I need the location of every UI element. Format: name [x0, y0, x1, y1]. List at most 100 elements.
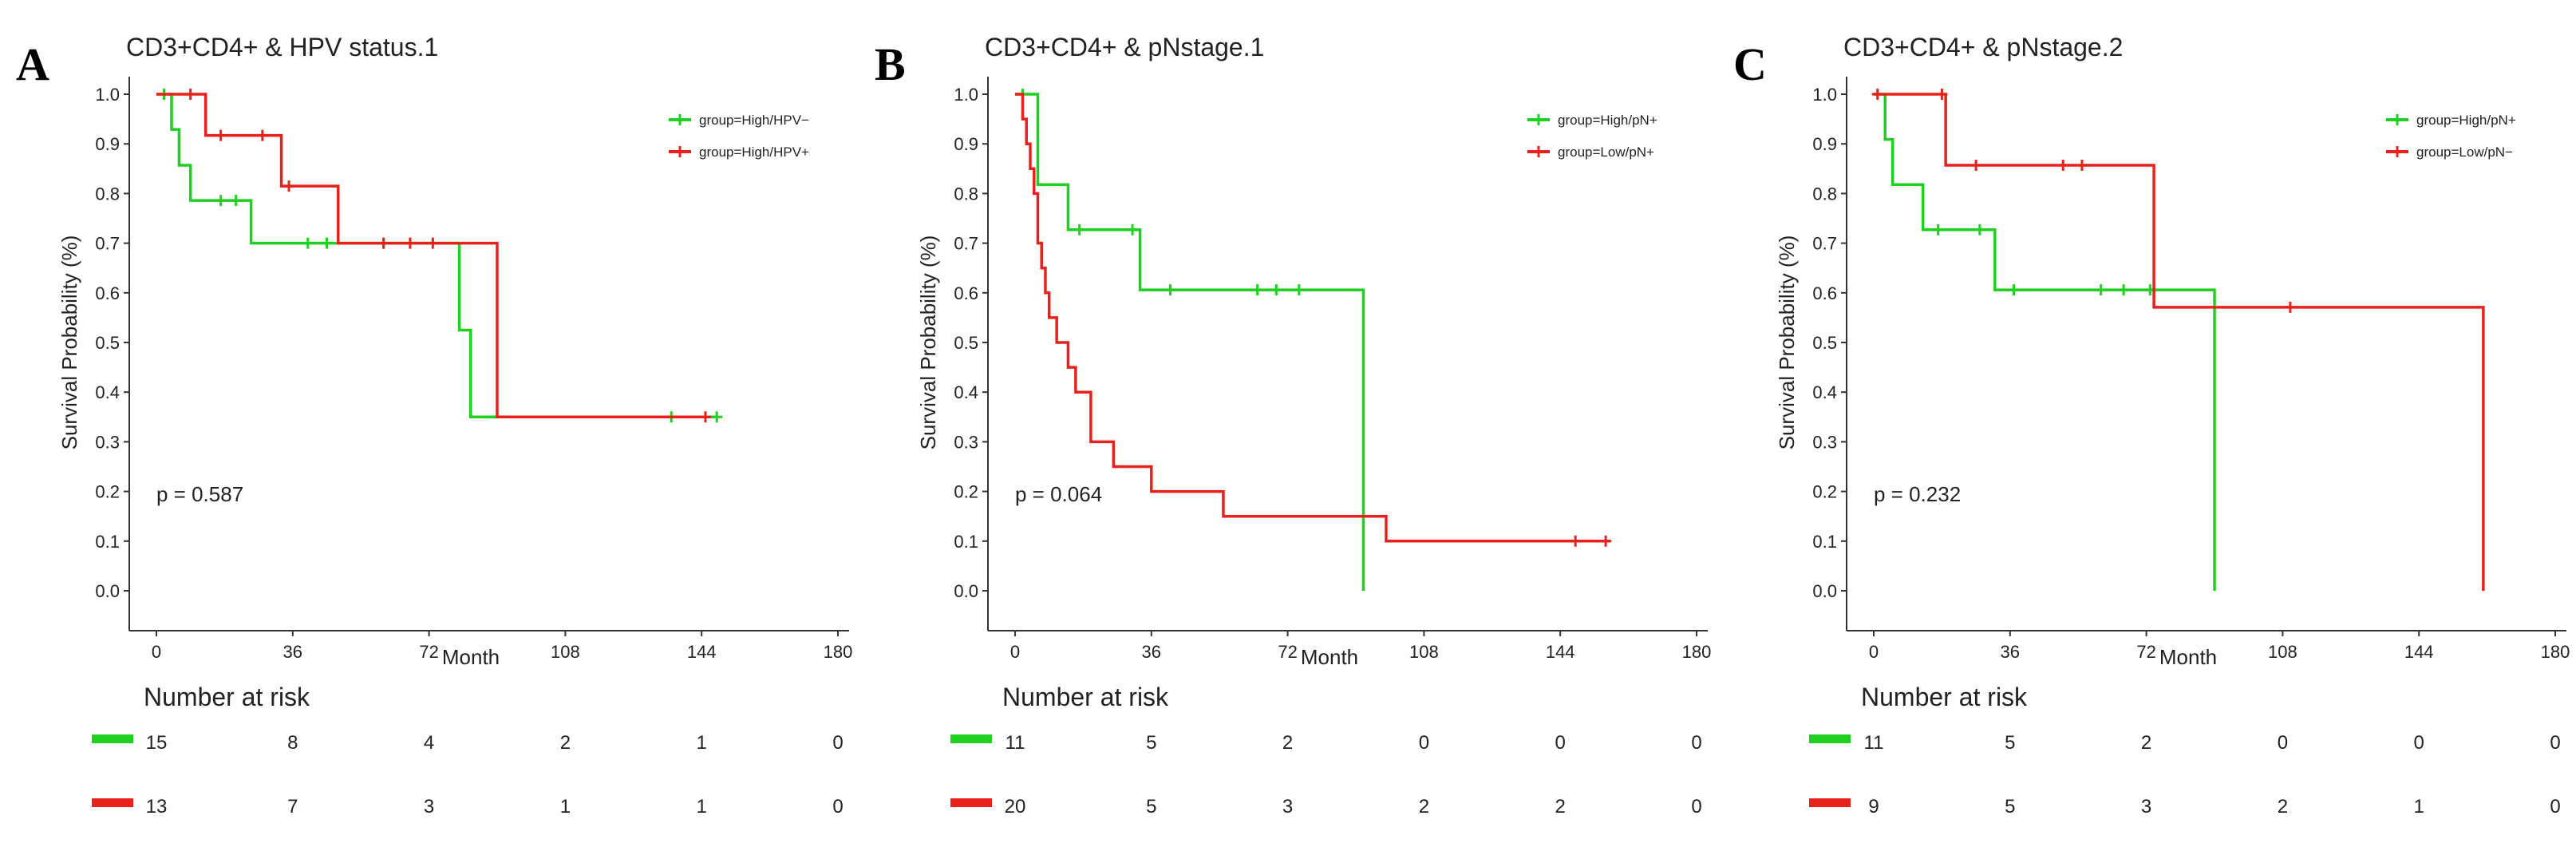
x-tick-label: 36 — [283, 642, 302, 662]
risk-count: 0 — [1691, 796, 1701, 817]
series-red — [1871, 89, 2485, 591]
x-tick-label: 144 — [687, 642, 717, 662]
y-tick-label: 0.1 — [1812, 532, 1837, 552]
p-value-label: p = 0.064 — [1015, 482, 1102, 506]
risk-table-title: Number at risk — [144, 683, 310, 711]
y-axis-title: Survival Probability (%) — [1775, 236, 1799, 450]
p-value-label: p = 0.232 — [1874, 482, 1961, 506]
risk-count: 11 — [1006, 732, 1025, 754]
censor-mark — [1973, 224, 1985, 236]
censor-mark — [377, 237, 389, 249]
y-tick-label: 0.5 — [1812, 333, 1837, 353]
x-tick-label: 180 — [2541, 642, 2570, 662]
risk-count: 7 — [287, 796, 298, 817]
censor-mark — [283, 180, 295, 192]
x-tick-label: 36 — [2001, 642, 2020, 662]
censor-mark — [230, 195, 242, 207]
risk-row-swatch — [92, 798, 133, 807]
risk-row-swatch — [950, 798, 992, 807]
risk-row-swatch — [92, 734, 133, 743]
legend-entry: group=High/pN+ — [2416, 113, 2516, 128]
survival-curve — [1015, 93, 1610, 543]
risk-count: 8 — [287, 732, 298, 754]
risk-count: 1 — [560, 796, 571, 817]
x-tick-label: 0 — [1869, 642, 1879, 662]
x-axis-title: Month — [2159, 645, 2217, 669]
x-tick-label: 72 — [1278, 642, 1297, 662]
chart-title: CD3+CD4+ & HPV status.1 — [126, 33, 438, 61]
censor-mark — [1127, 224, 1139, 236]
legend-entry: group=Low/pN− — [2416, 144, 2513, 160]
y-tick-label: 0.5 — [95, 333, 120, 353]
censor-mark — [302, 237, 314, 249]
risk-row-swatch — [1809, 798, 1851, 807]
censor-mark — [215, 195, 227, 207]
censor-mark — [2057, 159, 2069, 171]
risk-row-swatch — [950, 734, 992, 743]
survival-curve — [1874, 93, 2216, 591]
y-tick-label: 0.6 — [954, 283, 978, 303]
censor-mark — [1970, 159, 1982, 171]
panel-a: A CD3+CD4+ & HPV status.1 0.0 0.1 0.2 0.3 0.4 0… — [0, 0, 859, 863]
y-tick-label: 0.4 — [1812, 382, 1837, 402]
risk-count: 0 — [1691, 732, 1701, 754]
y-tick-label: 0.7 — [1812, 234, 1837, 254]
x-tick-label: 108 — [551, 642, 580, 662]
risk-count: 2 — [2141, 732, 2151, 754]
series-red — [156, 89, 711, 423]
y-tick-label: 0.1 — [954, 532, 978, 552]
censor-mark — [1871, 89, 1883, 100]
panel-c: C CD3+CD4+ & pNstage.2 0.0 0.1 0.2 0.3 0.4 0.5 0… — [1717, 0, 2576, 863]
panel-letter: B — [875, 38, 906, 90]
x-tick-label: 180 — [824, 642, 853, 662]
censor-mark — [404, 237, 416, 249]
km-chart-b: B CD3+CD4+ & pNstage.1 0.0 0.1 0.2 0.3 0.4 0.5 0… — [875, 33, 1711, 817]
risk-count: 1 — [697, 732, 707, 754]
y-tick-label: 0.3 — [95, 432, 120, 452]
y-tick-label: 0.2 — [954, 482, 978, 502]
y-tick-label: 1.0 — [954, 85, 978, 105]
y-tick-label: 0.3 — [954, 432, 978, 452]
risk-count: 9 — [1868, 796, 1879, 817]
risk-row-swatch — [1809, 734, 1851, 743]
censor-mark — [1251, 284, 1263, 296]
censor-mark — [215, 129, 227, 141]
censor-mark — [2118, 284, 2130, 296]
censor-mark — [699, 411, 711, 423]
risk-count: 2 — [1282, 732, 1293, 754]
legend-entry: group=Low/pN+ — [1558, 144, 1654, 160]
x-tick-label: 108 — [2268, 642, 2297, 662]
censor-mark — [184, 89, 196, 100]
survival-curve — [156, 93, 705, 419]
y-tick-label: 1.0 — [95, 85, 120, 105]
x-tick-label: 72 — [419, 642, 438, 662]
x-axis-title: Month — [1301, 645, 1358, 669]
risk-count: 1 — [697, 796, 707, 817]
y-tick-label: 0.5 — [954, 333, 978, 353]
x-tick-label: 72 — [2136, 642, 2155, 662]
chart-title: CD3+CD4+ & pNstage.2 — [1843, 33, 2123, 61]
y-tick-label: 0.7 — [95, 234, 120, 254]
risk-count: 0 — [832, 796, 843, 817]
risk-count: 0 — [2278, 732, 2288, 754]
risk-count: 0 — [832, 732, 843, 754]
risk-count: 5 — [2005, 796, 2015, 817]
censor-mark — [321, 237, 333, 249]
censor-mark — [1164, 284, 1176, 296]
risk-count: 5 — [1146, 796, 1156, 817]
y-tick-label: 0.0 — [95, 581, 120, 601]
y-axis-title: Survival Probability (%) — [57, 236, 81, 450]
censor-mark — [427, 237, 439, 249]
y-axis-title: Survival Probability (%) — [916, 236, 940, 450]
x-tick-label: 0 — [1010, 642, 1020, 662]
series-green — [156, 89, 723, 423]
censor-mark — [1936, 89, 1948, 100]
km-chart-a: A CD3+CD4+ & HPV status.1 0.0 0.1 0.2 0.3 0.4 0… — [16, 33, 853, 817]
risk-count: 4 — [424, 732, 434, 754]
legend-entry: group=High/HPV− — [699, 113, 809, 128]
risk-count: 3 — [2141, 796, 2151, 817]
risk-count: 0 — [2414, 732, 2424, 754]
censor-mark — [1270, 284, 1282, 296]
survival-curve — [1874, 93, 2485, 591]
series-red — [1015, 93, 1612, 547]
